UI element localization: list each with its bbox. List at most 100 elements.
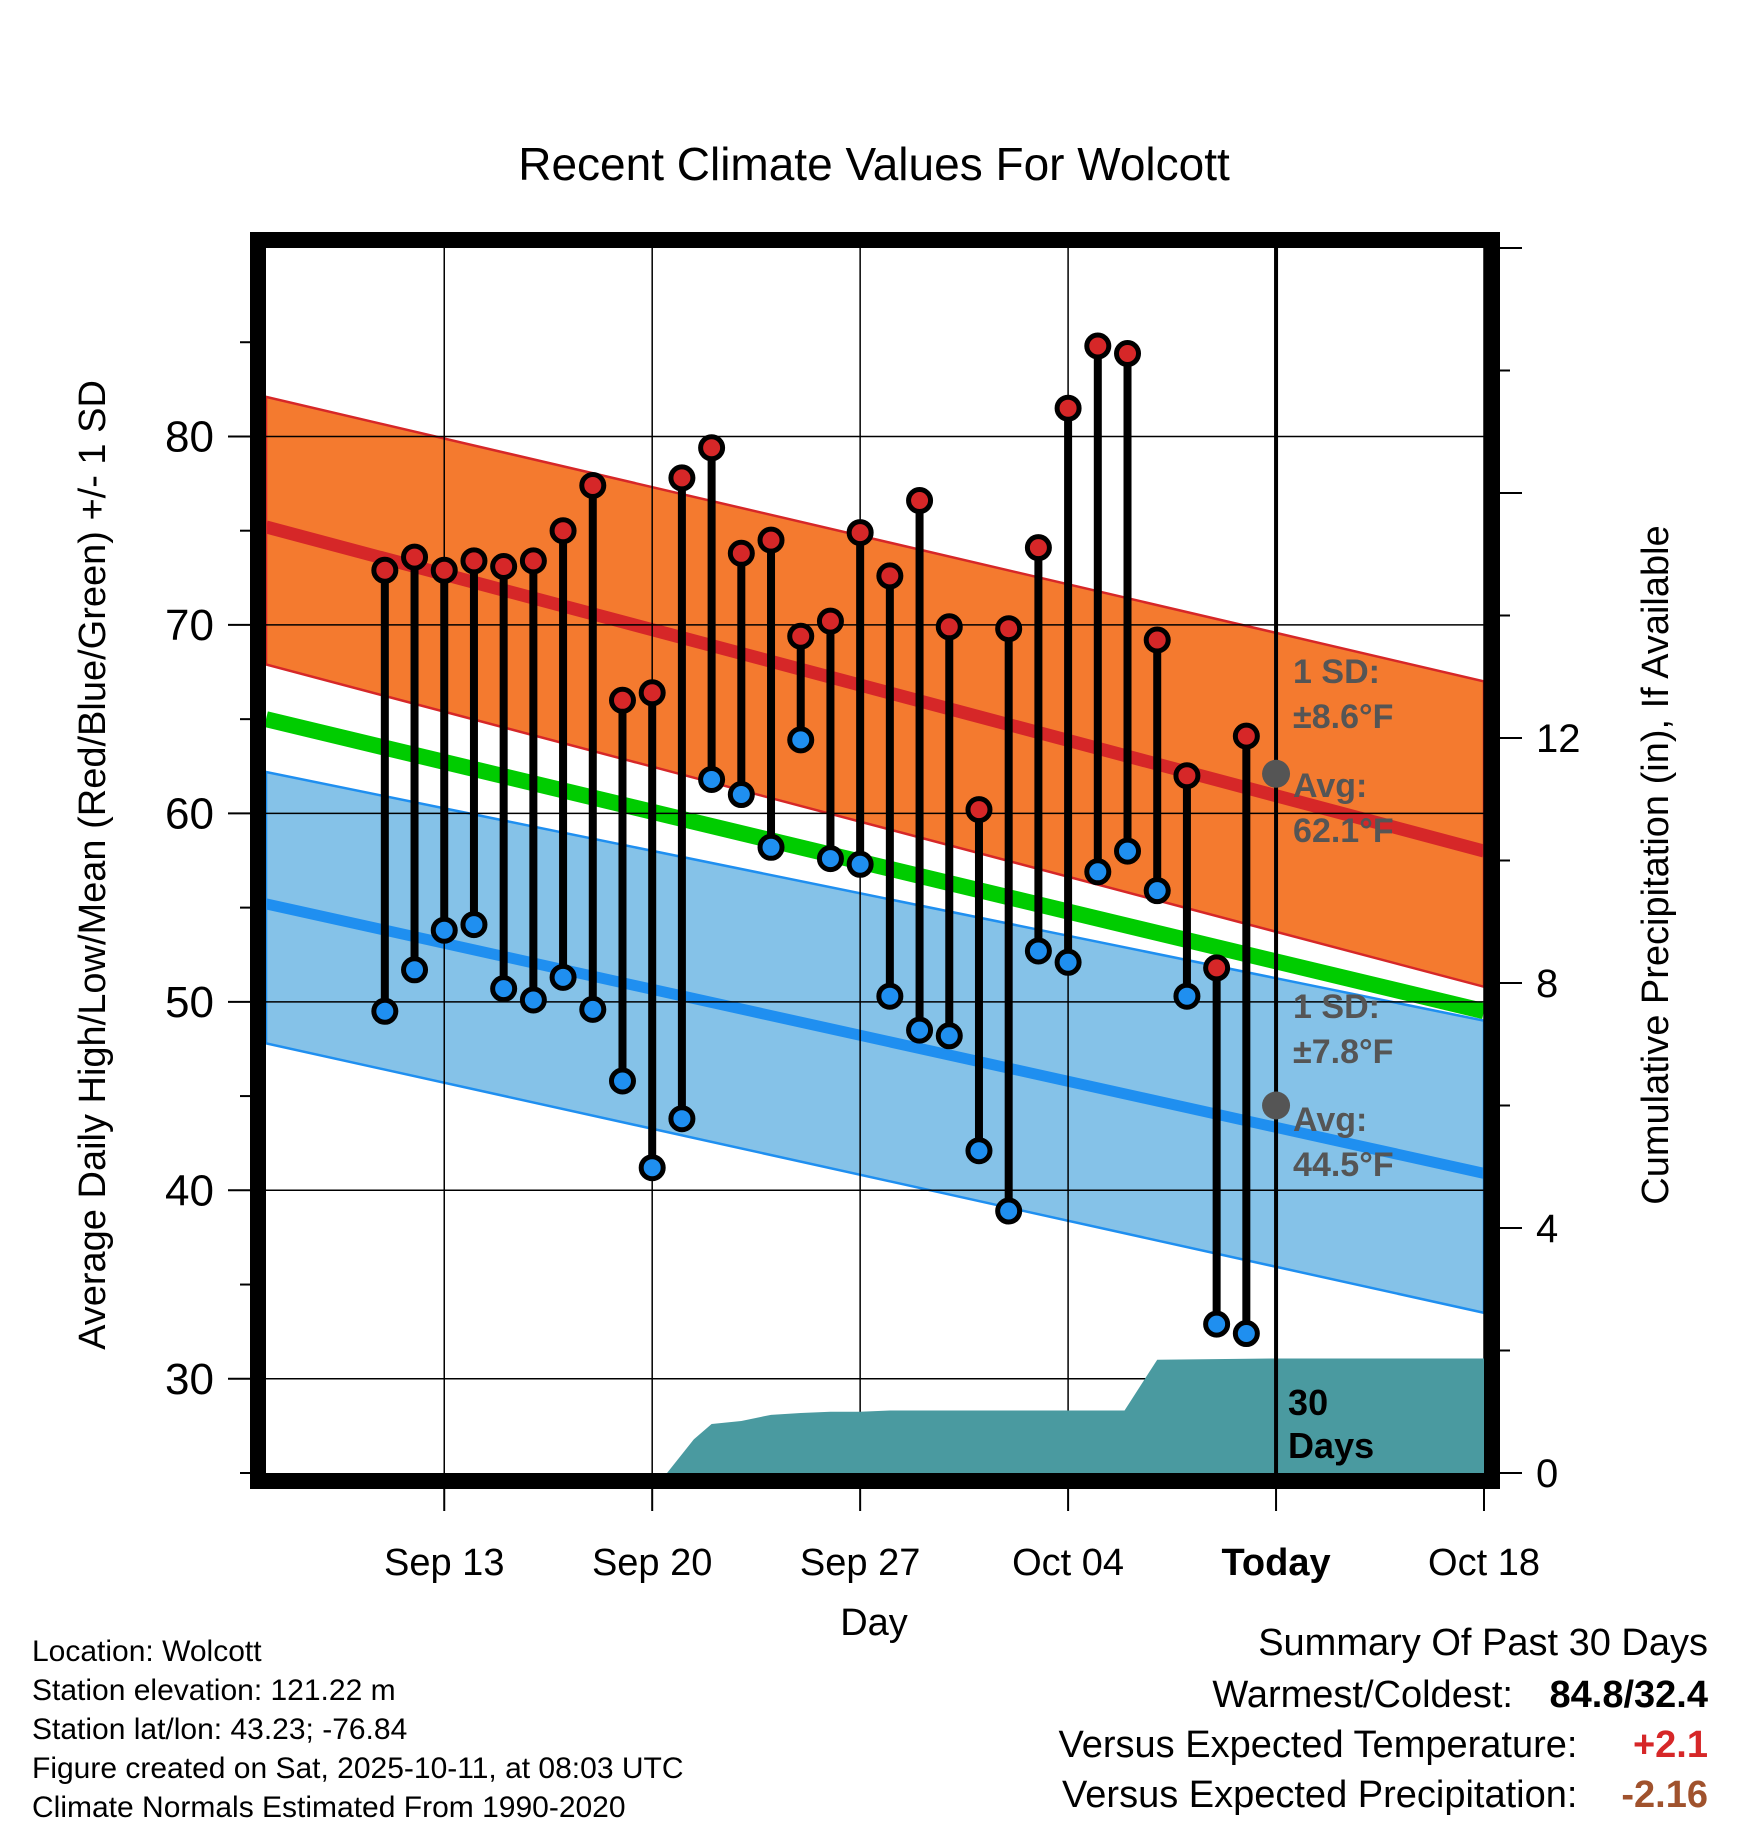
daily-high-point [490, 553, 518, 580]
today-high-avg-marker [1262, 759, 1291, 788]
warmest-coldest-label: Warmest/Coldest: [1212, 1674, 1513, 1716]
y-tick-label: 40 [165, 1166, 214, 1215]
daily-high-point [608, 686, 636, 714]
y-axis-label: Average Daily High/Low/Mean (Red/Blue/Gr… [72, 380, 114, 1350]
daily-low-point [757, 833, 785, 861]
daily-high-point [519, 547, 547, 575]
daily-low-point [490, 975, 518, 1003]
footer-created: Figure created on Sat, 2025-10-11, at 08… [32, 1752, 684, 1785]
daily-low-point [608, 1067, 636, 1095]
daily-high-point [371, 556, 399, 584]
daily-high-point [906, 487, 934, 515]
daily-high-point [430, 556, 458, 584]
footer-location: Location: Wolcott [32, 1635, 262, 1668]
daily-high-point [1084, 332, 1112, 360]
daily-high-point [1232, 722, 1260, 750]
daily-high-point [965, 796, 993, 824]
daily-high-point [876, 562, 904, 590]
daily-low-point [995, 1197, 1023, 1225]
daily-high-point [816, 607, 844, 635]
daily-high-point [995, 615, 1023, 643]
today-low-avg-marker [1262, 1091, 1291, 1120]
daily-high-point [401, 543, 429, 571]
y2-tick-label: 12 [1536, 717, 1581, 761]
daily-low-point [1114, 837, 1142, 865]
y2-tick-label: 8 [1536, 962, 1558, 1006]
x-tick-label: Sep 13 [384, 1542, 504, 1584]
daily-low-point [430, 916, 458, 944]
low-avg-label: Avg: [1293, 1101, 1367, 1139]
daily-high-point [1203, 954, 1231, 982]
daily-low-point [519, 986, 547, 1014]
footer-elevation: Station elevation: 121.22 m [32, 1674, 396, 1707]
daily-high-point [460, 547, 488, 575]
daily-low-point [401, 956, 429, 984]
low-normal-line [266, 898, 1484, 1179]
high-sd-value: ±8.6°F [1293, 698, 1393, 736]
low-avg-value: 44.5°F [1293, 1146, 1394, 1184]
daily-high-point [1054, 394, 1082, 422]
daily-high-point [579, 471, 607, 499]
y2-tick-label: 4 [1536, 1207, 1558, 1251]
x-axis-label: Day [840, 1602, 908, 1644]
y-tick-label: 30 [165, 1355, 214, 1404]
daily-high-point [698, 434, 726, 462]
y-tick-label: 60 [165, 789, 214, 838]
daily-low-point [876, 982, 904, 1010]
daily-low-point [371, 997, 399, 1025]
daily-low-point [1232, 1320, 1260, 1348]
window-label-days: Days [1288, 1425, 1374, 1466]
summary-temp: Versus Expected Temperature: +2.1 [1059, 1724, 1708, 1767]
summary-title: Summary Of Past 30 Days [1258, 1622, 1708, 1664]
y-tick-label: 50 [165, 978, 214, 1027]
temp-vs-expected-value: +2.1 [1632, 1724, 1708, 1766]
x-tick-label: Today [1222, 1542, 1331, 1584]
daily-low-point [579, 995, 607, 1023]
daily-low-point [965, 1137, 993, 1165]
footer-latlon: Station lat/lon: 43.23; -76.84 [32, 1713, 408, 1746]
daily-low-point [1024, 937, 1052, 965]
temp-vs-expected-label: Versus Expected Temperature: [1058, 1724, 1578, 1766]
daily-low-point [460, 911, 488, 939]
daily-high-point [1143, 626, 1171, 654]
daily-low-point [787, 726, 815, 754]
low-sd-label: 1 SD: [1293, 988, 1380, 1026]
daily-low-point [906, 1016, 934, 1044]
high-normal-line [266, 520, 1484, 858]
daily-low-point [935, 1022, 963, 1050]
daily-low-point [1084, 858, 1112, 886]
daily-low-point [1173, 982, 1201, 1010]
y2-tick-label: 0 [1536, 1452, 1558, 1496]
window-label-number: 30 [1288, 1382, 1328, 1423]
precip-vs-expected-label: Versus Expected Precipitation: [1062, 1774, 1578, 1816]
summary-warmest-coldest: Warmest/Coldest: 84.8/32.4 [1212, 1674, 1708, 1717]
y-tick-label: 80 [165, 412, 214, 461]
high-avg-label: Avg: [1293, 767, 1367, 805]
daily-high-point [787, 622, 815, 650]
daily-low-point [1203, 1310, 1231, 1338]
x-tick-label: Sep 20 [592, 1542, 712, 1584]
daily-low-point [727, 781, 755, 809]
daily-low-point [1143, 877, 1171, 905]
warmest-coldest-value: 84.8/32.4 [1549, 1674, 1708, 1716]
high-avg-value: 62.1°F [1293, 812, 1394, 850]
daily-high-point [757, 526, 785, 554]
low-sd-value: ±7.8°F [1293, 1033, 1393, 1071]
y-tick-label: 70 [165, 601, 214, 650]
x-tick-label: Oct 04 [1012, 1542, 1124, 1584]
daily-high-point [1024, 534, 1052, 562]
mean-normal-line [266, 711, 1484, 1020]
daily-low-point [668, 1105, 696, 1133]
y2-axis-label: Cumulative Precipitation (in), If Availa… [1635, 525, 1677, 1204]
daily-high-point [638, 679, 666, 707]
daily-high-point [549, 517, 577, 545]
chart-title: Recent Climate Values For Wolcott [518, 138, 1230, 190]
daily-low-point [549, 963, 577, 991]
plot-frame [250, 232, 1500, 1489]
daily-high-point [1114, 340, 1142, 368]
x-tick-label: Oct 18 [1428, 1542, 1540, 1584]
daily-high-point [846, 519, 874, 547]
summary-precip: Versus Expected Precipitation: -2.16 [1062, 1774, 1708, 1817]
daily-low-point [816, 845, 844, 873]
